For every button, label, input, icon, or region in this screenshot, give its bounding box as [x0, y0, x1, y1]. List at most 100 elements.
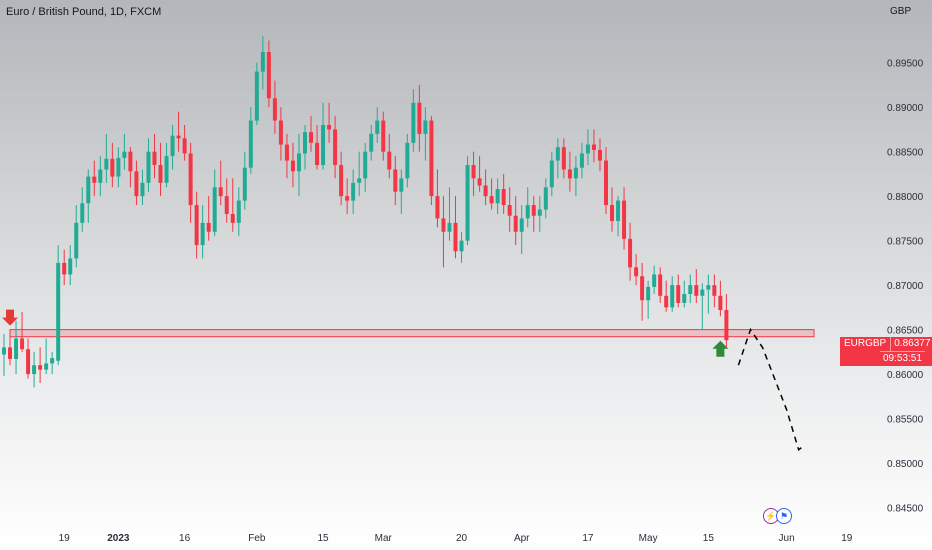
- candle: [206, 196, 211, 241]
- candle-body: [718, 295, 723, 311]
- candle: [170, 124, 175, 170]
- candle: [242, 151, 247, 210]
- candle-body: [712, 285, 717, 296]
- candle: [284, 133, 289, 179]
- candle-body: [591, 144, 596, 150]
- candle-body: [694, 285, 699, 296]
- candle-body: [134, 171, 139, 197]
- candle: [98, 156, 103, 197]
- candle-body: [38, 365, 43, 370]
- candle: [218, 160, 223, 206]
- candle-body: [86, 176, 91, 204]
- candle-body: [682, 294, 687, 303]
- candle: [375, 107, 380, 143]
- candle-body: [44, 363, 49, 370]
- candle: [357, 151, 362, 197]
- candle-body: [700, 289, 705, 296]
- candle: [230, 178, 235, 232]
- candle: [543, 178, 548, 219]
- candle-body: [146, 151, 151, 183]
- candle: [80, 187, 85, 232]
- candle: [116, 147, 121, 188]
- candle: [333, 116, 338, 179]
- candle-body: [471, 165, 476, 179]
- candle-body: [597, 149, 602, 161]
- candle-body: [513, 215, 518, 232]
- candle-body: [296, 153, 301, 172]
- candle-body: [357, 178, 362, 183]
- candle-body: [248, 120, 253, 168]
- candle-body: [543, 187, 548, 210]
- candle-body: [417, 102, 422, 134]
- candle: [290, 142, 295, 188]
- candle: [224, 178, 229, 223]
- candle: [381, 111, 386, 161]
- candle-body: [32, 365, 37, 375]
- candle-body: [224, 196, 229, 214]
- candle-body: [555, 147, 560, 161]
- candle-body: [652, 274, 657, 287]
- candle-body: [8, 347, 13, 359]
- y-tick-label: 0.87500: [887, 237, 924, 248]
- candle: [561, 138, 566, 179]
- candle: [20, 311, 25, 352]
- candle-body: [50, 358, 55, 364]
- chart-title: Euro / British Pound, 1D, FXCM: [6, 6, 162, 18]
- candle-body: [309, 132, 314, 143]
- candle: [411, 89, 416, 152]
- candle: [604, 147, 608, 214]
- flag-icon[interactable]: ⚑: [776, 508, 792, 524]
- candle-body: [218, 187, 223, 197]
- candle-body: [230, 213, 235, 223]
- candle-body: [164, 156, 169, 183]
- x-tick-label: Jun: [779, 533, 795, 544]
- candle: [676, 274, 681, 308]
- candle-body: [92, 176, 97, 183]
- candle: [597, 138, 602, 172]
- candle: [32, 351, 37, 388]
- candle: [128, 147, 133, 188]
- candle: [652, 265, 657, 295]
- candle: [2, 334, 6, 376]
- event-icons[interactable]: ⚡ ⚑: [763, 508, 792, 524]
- candle-body: [646, 286, 651, 301]
- y-tick-label: 0.88500: [887, 148, 924, 159]
- candle: [134, 160, 139, 206]
- candle-body: [489, 196, 494, 204]
- candle: [86, 169, 91, 223]
- candle: [369, 124, 374, 161]
- x-tick-label: Apr: [514, 533, 530, 544]
- candle-body: [104, 158, 109, 170]
- currency-label: GBP: [890, 6, 912, 17]
- candle-body: [62, 262, 67, 275]
- candle: [200, 205, 205, 259]
- candle-body: [140, 182, 145, 197]
- candle: [56, 245, 61, 366]
- candle: [248, 107, 253, 174]
- candle-body: [447, 222, 452, 232]
- candle: [321, 102, 326, 170]
- candle: [423, 107, 428, 161]
- candle: [158, 142, 163, 197]
- candle-body: [345, 196, 350, 201]
- candle-body: [616, 200, 621, 222]
- price-tag: EURGBP 0.86377 09:53:51: [840, 337, 932, 366]
- candle-body: [411, 102, 416, 143]
- x-tick-label: 17: [582, 533, 594, 544]
- candle-body: [188, 153, 193, 206]
- candle: [429, 116, 434, 206]
- candle: [417, 84, 422, 152]
- candle-body: [20, 338, 25, 350]
- candle: [351, 169, 356, 214]
- candle: [92, 160, 97, 197]
- candle-body: [640, 276, 645, 301]
- x-tick-label: 20: [456, 533, 468, 544]
- candle: [616, 196, 621, 237]
- candle-body: [435, 196, 440, 219]
- candle-body: [212, 187, 217, 232]
- candle: [525, 187, 530, 228]
- candle-body: [303, 132, 307, 154]
- candle-body: [483, 185, 488, 197]
- candle-body: [465, 165, 470, 241]
